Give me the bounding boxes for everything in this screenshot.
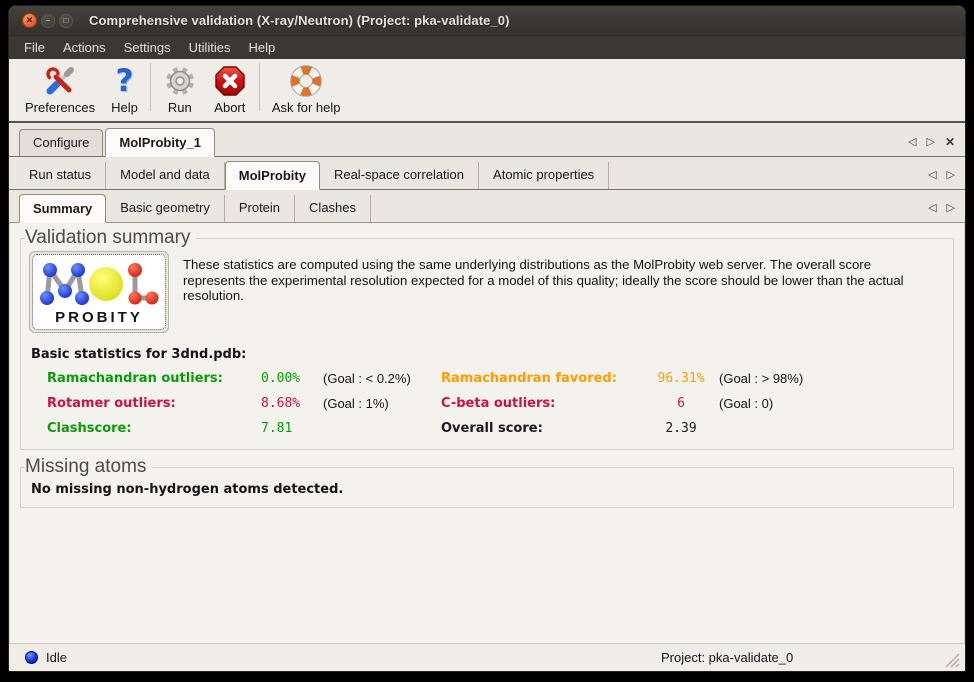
sub-tab-strip: Summary Basic geometry Protein Clashes ◁… [9,190,965,223]
tab-real-space-correlation[interactable]: Real-space correlation [320,162,480,189]
stat-value: 96.31% [657,371,705,386]
stat-row-clashscore: Clashscore: 7.81 Overall score: 2.39 [47,416,945,441]
run-button[interactable]: Run [155,59,205,115]
tab-close-icon[interactable]: ✕ [944,135,955,149]
tab-configure[interactable]: Configure [19,129,104,156]
toolbar: Preferences ? Help Run [9,59,965,123]
window-title: Comprehensive validation (X-ray/Neutron)… [89,13,510,28]
stat-label: Rotamer outliers: [47,396,176,411]
summary-description: These statistics are computed using the … [183,257,904,304]
status-text: Idle [46,650,67,665]
question-mark-icon: ? [115,63,134,99]
close-window-icon[interactable]: ✕ [22,13,37,28]
menu-bar: File Actions Settings Utilities Help [9,36,965,59]
tab-scroll-left-icon[interactable]: ◁ [928,169,937,181]
toolbar-separator [258,63,260,111]
app-window: ✕ − □ Comprehensive validation (X-ray/Ne… [8,5,966,672]
preferences-button[interactable]: Preferences [17,59,103,115]
stat-goal: (Goal : 1%) [323,396,389,411]
stats-heading: Basic statistics for 3dnd.pdb: [31,347,247,362]
tab-basic-geometry[interactable]: Basic geometry [106,195,225,222]
toolbar-separator [149,63,151,111]
tab-run-status[interactable]: Run status [15,162,107,189]
summary-page: Validation summary [9,223,965,643]
minimize-window-icon[interactable]: − [41,13,55,28]
stat-value: 7.81 [261,421,293,436]
preferences-label: Preferences [25,100,96,115]
tab-scroll-right-icon[interactable]: ▷ [946,169,955,181]
menu-file[interactable]: File [24,40,45,55]
abort-label: Abort [214,100,246,115]
help-label: Help [111,100,138,115]
gear-icon [163,63,197,99]
stat-value: 6 [677,396,685,411]
stats-grid: Ramachandran outliers: 0.00% (Goal : < 0… [47,366,945,441]
ask-for-help-label: Ask for help [271,100,341,115]
result-tab-strip: Run status Model and data MolProbity Rea… [9,157,965,190]
abort-button[interactable]: Abort [205,59,255,115]
tab-protein[interactable]: Protein [225,195,296,222]
stat-label: Overall score: [441,421,543,436]
stat-label: C-beta outliers: [441,396,556,411]
tab-molprobity[interactable]: MolProbity [224,161,320,190]
molprobity-logo-text: PROBITY [55,309,143,326]
stat-row-ramachandran: Ramachandran outliers: 0.00% (Goal : < 0… [47,366,945,391]
job-tab-strip: Configure MolProbity_1 ◁ ▷ ✕ [9,123,965,157]
menu-utilities[interactable]: Utilities [188,40,231,55]
tab-molprobity-1[interactable]: MolProbity_1 [105,128,215,157]
validation-summary-section: Validation summary [20,227,954,450]
tab-scroll-right-icon[interactable]: ▷ [926,135,935,148]
stat-row-rotamer: Rotamer outliers: 8.68% (Goal : 1%) C-be… [47,391,945,416]
tab-clashes[interactable]: Clashes [295,195,372,222]
validation-summary-title: Validation summary [25,227,191,248]
tab-summary[interactable]: Summary [19,194,107,223]
stat-goal: (Goal : > 98%) [719,371,804,386]
tab-scroll-left-icon[interactable]: ◁ [908,135,917,148]
menu-help[interactable]: Help [248,40,276,55]
stat-goal: (Goal : < 0.2%) [323,371,411,386]
stat-label: Ramachandran favored: [441,371,617,386]
project-label: Project: pka-validate_0 [661,650,794,665]
missing-atoms-section: Missing atoms No missing non-hydrogen at… [20,456,954,508]
stat-value: 8.68% [261,396,301,411]
run-label: Run [167,100,192,115]
molprobity-logo: PROBITY [29,251,169,333]
stat-label: Ramachandran outliers: [47,371,223,386]
resize-grip[interactable] [945,653,960,668]
status-bar: Idle Project: pka-validate_0 [9,643,965,671]
tab-scroll-right-icon[interactable]: ▷ [946,202,955,214]
maximize-window-icon[interactable]: □ [59,13,73,28]
stat-value: 0.00% [261,371,301,386]
crossed-tools-icon [43,63,77,99]
menu-settings[interactable]: Settings [123,40,171,55]
status-indicator-icon [25,651,38,664]
tab-atomic-properties[interactable]: Atomic properties [479,162,610,189]
tab-model-and-data[interactable]: Model and data [106,162,225,189]
tab-scroll-left-icon[interactable]: ◁ [928,202,937,214]
stop-x-icon [213,63,247,99]
missing-atoms-title: Missing atoms [25,456,147,477]
stat-value: 2.39 [665,421,697,436]
help-button[interactable]: ? Help [103,59,146,115]
stat-label: Clashscore: [47,421,132,436]
lifebuoy-icon [289,63,323,99]
ask-for-help-button[interactable]: Ask for help [264,59,349,115]
stat-goal: (Goal : 0) [719,396,774,411]
title-bar: ✕ − □ Comprehensive validation (X-ray/Ne… [9,6,965,36]
missing-atoms-message: No missing non-hydrogen atoms detected. [31,482,344,497]
menu-actions[interactable]: Actions [62,40,106,55]
molprobity-logo-graphic [40,263,159,305]
